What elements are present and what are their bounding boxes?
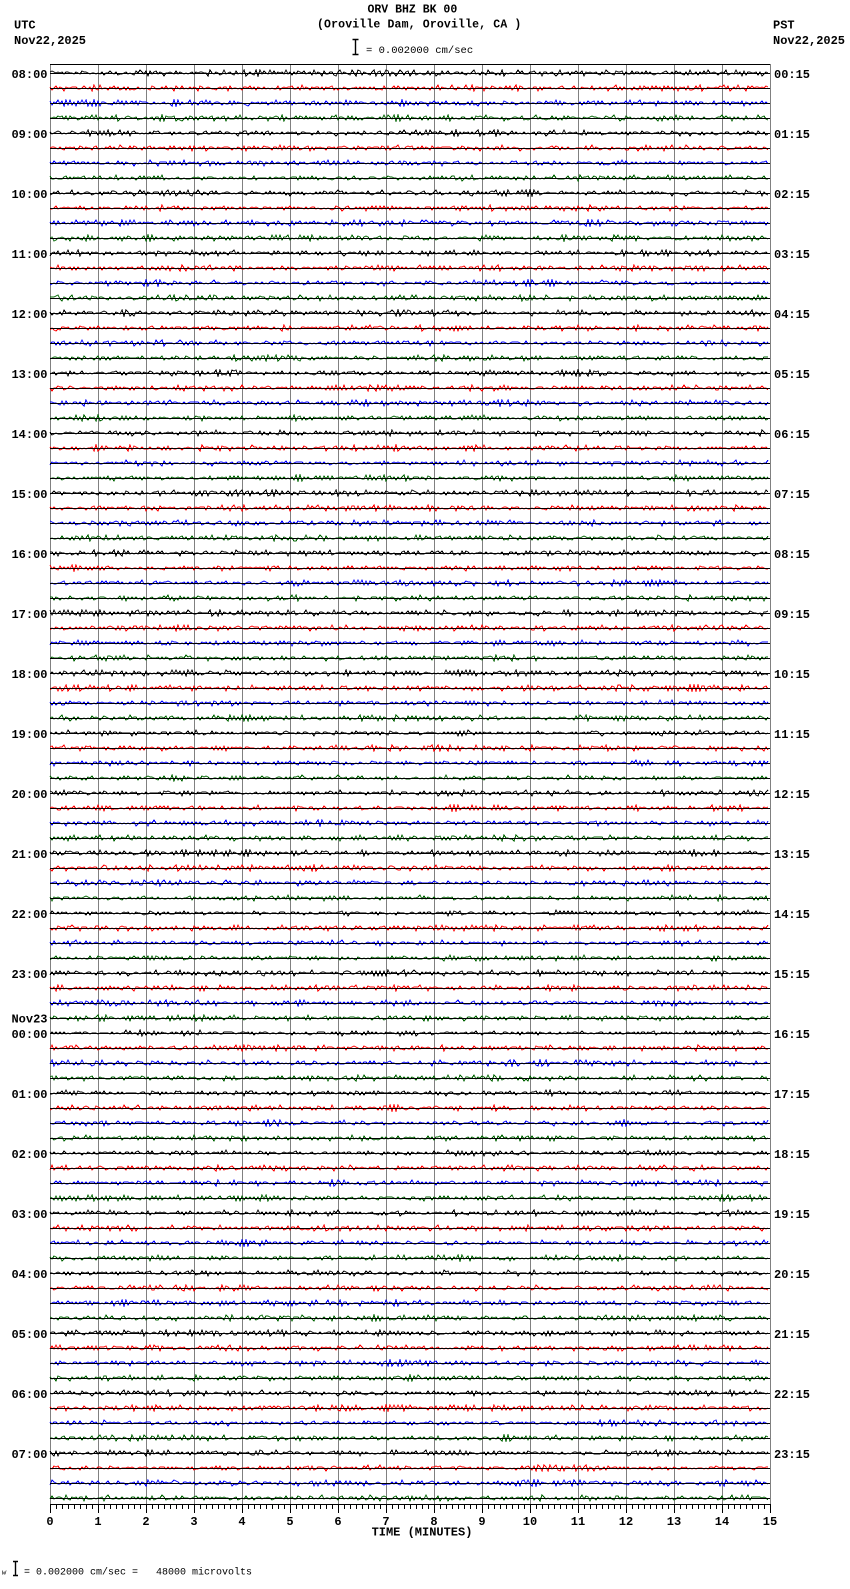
svg-text:06:00: 06:00	[11, 1388, 47, 1402]
svg-text:09:00: 09:00	[11, 128, 47, 142]
svg-text:16:00: 16:00	[11, 548, 47, 562]
svg-text:Nov23: Nov23	[11, 1013, 47, 1027]
svg-text:11: 11	[571, 1515, 585, 1529]
svg-text:10: 10	[523, 1515, 537, 1529]
svg-text:w: w	[2, 1570, 7, 1578]
svg-text:12: 12	[619, 1515, 633, 1529]
svg-text:17:00: 17:00	[11, 608, 47, 622]
svg-text:15:15: 15:15	[774, 968, 810, 982]
svg-text:03:15: 03:15	[774, 248, 810, 262]
svg-text:07:15: 07:15	[774, 488, 810, 502]
svg-text:01:00: 01:00	[11, 1088, 47, 1102]
svg-text:19:15: 19:15	[774, 1208, 810, 1222]
svg-text:13: 13	[667, 1515, 681, 1529]
svg-text:2: 2	[142, 1515, 149, 1529]
svg-text:16:15: 16:15	[774, 1028, 810, 1042]
svg-text:01:15: 01:15	[774, 128, 810, 142]
svg-text:20:00: 20:00	[11, 788, 47, 802]
svg-text:8: 8	[430, 1515, 437, 1529]
svg-text:14: 14	[715, 1515, 729, 1529]
svg-text:22:15: 22:15	[774, 1388, 810, 1402]
svg-text:3: 3	[190, 1515, 197, 1529]
svg-text:17:15: 17:15	[774, 1088, 810, 1102]
svg-text:19:00: 19:00	[11, 728, 47, 742]
svg-text:14:15: 14:15	[774, 908, 810, 922]
svg-text:20:15: 20:15	[774, 1268, 810, 1282]
svg-text:22:00: 22:00	[11, 908, 47, 922]
svg-text:10:15: 10:15	[774, 668, 810, 682]
svg-text:10:00: 10:00	[11, 188, 47, 202]
svg-text:4: 4	[238, 1515, 245, 1529]
svg-text:02:00: 02:00	[11, 1148, 47, 1162]
svg-text:UTC: UTC	[14, 19, 36, 33]
svg-text:ORV BHZ BK 00: ORV BHZ BK 00	[368, 4, 458, 17]
svg-text:12:00: 12:00	[11, 308, 47, 322]
svg-text:14:00: 14:00	[11, 428, 47, 442]
svg-text:1: 1	[94, 1515, 101, 1529]
svg-text:18:00: 18:00	[11, 668, 47, 682]
svg-text:08:15: 08:15	[774, 548, 810, 562]
svg-text:15:00: 15:00	[11, 488, 47, 502]
svg-text:12:15: 12:15	[774, 788, 810, 802]
svg-text:0: 0	[46, 1515, 53, 1529]
svg-text:06:15: 06:15	[774, 428, 810, 442]
svg-text:04:00: 04:00	[11, 1268, 47, 1282]
svg-text:= 0.002000 cm/sec: = 0.002000 cm/sec	[366, 45, 473, 57]
svg-text:15: 15	[763, 1515, 777, 1529]
svg-text:03:00: 03:00	[11, 1208, 47, 1222]
svg-text:(Oroville Dam, Oroville, CA ): (Oroville Dam, Oroville, CA )	[317, 19, 521, 32]
svg-text:05:15: 05:15	[774, 368, 810, 382]
svg-text:00:00: 00:00	[11, 1028, 47, 1042]
svg-text:= 0.002000 cm/sec = 48000 mi: = 0.002000 cm/sec = 48000 microvolts	[24, 1567, 252, 1579]
svg-text:04:15: 04:15	[774, 308, 810, 322]
svg-text:Nov22,2025: Nov22,2025	[14, 34, 86, 48]
svg-text:05:00: 05:00	[11, 1328, 47, 1342]
svg-text:13:15: 13:15	[774, 848, 810, 862]
svg-text:7: 7	[382, 1515, 389, 1529]
svg-text:21:00: 21:00	[11, 848, 47, 862]
svg-text:23:15: 23:15	[774, 1448, 810, 1462]
svg-text:PST: PST	[773, 19, 795, 33]
svg-text:11:00: 11:00	[11, 248, 47, 262]
svg-text:18:15: 18:15	[774, 1148, 810, 1162]
svg-text:23:00: 23:00	[11, 968, 47, 982]
svg-text:00:15: 00:15	[774, 68, 810, 82]
svg-text:11:15: 11:15	[774, 728, 810, 742]
svg-text:21:15: 21:15	[774, 1328, 810, 1342]
svg-text:08:00: 08:00	[11, 68, 47, 82]
svg-text:02:15: 02:15	[774, 188, 810, 202]
svg-text:07:00: 07:00	[11, 1448, 47, 1462]
svg-text:6: 6	[334, 1515, 341, 1529]
svg-text:13:00: 13:00	[11, 368, 47, 382]
svg-text:09:15: 09:15	[774, 608, 810, 622]
svg-text:9: 9	[478, 1515, 485, 1529]
svg-text:TIME (MINUTES): TIME (MINUTES)	[372, 1526, 473, 1540]
svg-text:5: 5	[286, 1515, 293, 1529]
svg-text:Nov22,2025: Nov22,2025	[773, 34, 845, 48]
